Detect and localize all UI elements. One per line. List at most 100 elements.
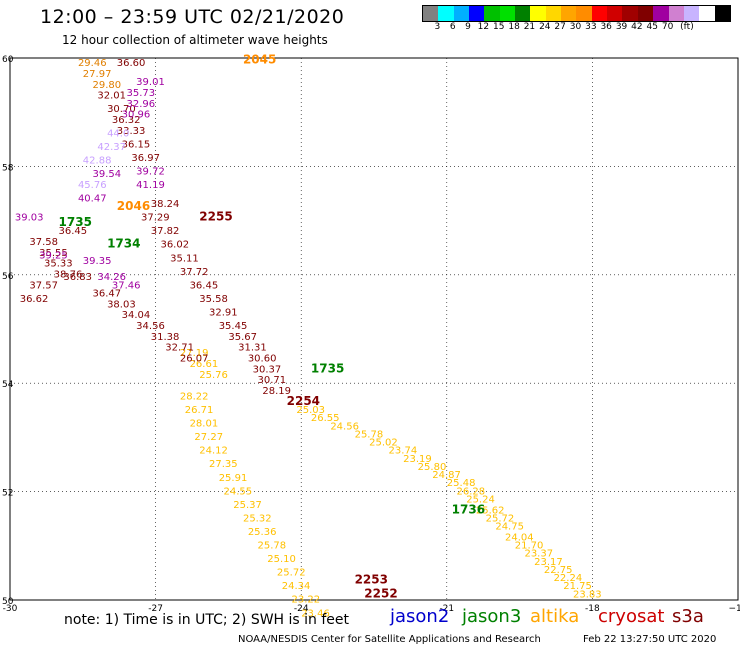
- time-label: 1735: [311, 361, 344, 375]
- data-label: 21.70: [515, 541, 544, 552]
- data-label: 28.19: [262, 386, 291, 397]
- data-label: 36.02: [160, 240, 189, 251]
- legend-swatch: [469, 6, 485, 21]
- data-label: 29.46: [78, 58, 107, 69]
- legend-swatch: [714, 6, 730, 21]
- legend-label: 24: [539, 22, 551, 32]
- legend-swatch: [622, 6, 638, 21]
- data-label: 29.80: [93, 80, 122, 91]
- legend-swatch: [576, 6, 592, 21]
- data-label: 23.37: [524, 549, 553, 560]
- data-label: 26.55: [311, 413, 340, 424]
- data-label: 37.29: [141, 213, 170, 224]
- legend-swatch: [591, 6, 608, 21]
- time-label: 2253: [355, 573, 388, 587]
- data-label: 25.62: [476, 505, 505, 516]
- data-label: 35.11: [170, 253, 199, 264]
- legend-label: 45: [646, 22, 658, 32]
- data-label: 35.67: [228, 332, 257, 343]
- x-tick-label: −15: [729, 604, 740, 614]
- time-label: 2255: [199, 210, 232, 224]
- data-label: 22.24: [554, 573, 583, 584]
- legend-swatch: [607, 6, 623, 21]
- data-label: 25.37: [233, 500, 262, 511]
- y-tick-label: 58: [2, 163, 14, 173]
- legend-label: 21: [523, 22, 536, 32]
- data-label: 31.38: [151, 332, 180, 343]
- data-label: 25.80: [418, 462, 447, 473]
- data-label: 45.76: [78, 180, 107, 191]
- data-label: 35.58: [199, 294, 228, 305]
- legend-swatch: [499, 6, 516, 21]
- data-label: 24.56: [330, 421, 359, 432]
- legend-label: 15: [493, 22, 505, 32]
- legend-swatch: [438, 6, 454, 21]
- color-scale-labels: 3 6 9 12 15 18 21 24 27 30 33 36 39 42 45 70 (ft): [422, 22, 740, 34]
- data-label: 39.03: [15, 213, 44, 224]
- data-label: 24.04: [505, 532, 534, 543]
- data-label: 27.35: [209, 459, 238, 470]
- data-label: 36.83: [63, 272, 92, 283]
- data-label: 25.48: [447, 478, 476, 489]
- data-label: 34.26: [97, 272, 126, 283]
- data-label: 42.88: [83, 156, 112, 167]
- data-label: 27.97: [83, 69, 112, 80]
- data-label: 38.03: [107, 299, 136, 310]
- data-label: 32.96: [126, 99, 155, 110]
- legend-swatch: [668, 6, 684, 21]
- data-label: 32.71: [165, 343, 194, 354]
- axes: -30 -27 -24 -21 -18 −15 50 52 54 56 58 60: [2, 55, 740, 614]
- data-label: 27.19: [180, 348, 209, 359]
- legend-label: 9: [465, 22, 471, 32]
- data-label: 36.45: [190, 280, 219, 291]
- data-label: 42.37: [97, 142, 126, 153]
- data-label: 35.45: [219, 321, 248, 332]
- legend-swatch: [545, 6, 562, 21]
- legend-label: 27: [554, 22, 566, 32]
- legend-label: 33: [585, 22, 597, 32]
- data-label: 37.57: [29, 280, 58, 291]
- time-label: 1734: [107, 237, 140, 251]
- data-label: 36.62: [20, 294, 49, 305]
- legend-swatch: [484, 6, 500, 21]
- data-label: 24.34: [282, 581, 311, 592]
- x-tick-label: -18: [585, 604, 600, 614]
- data-label: 25.32: [243, 513, 272, 524]
- data-label: 30.60: [248, 354, 277, 365]
- data-label: 26.61: [190, 359, 219, 370]
- data-label: 36.32: [112, 115, 141, 126]
- data-label: 23.17: [534, 557, 563, 568]
- y-tick-label: 60: [2, 55, 14, 65]
- data-label: 39.72: [136, 167, 165, 178]
- data-label: 31.31: [238, 343, 267, 354]
- data-label: 23.19: [403, 454, 432, 465]
- data-label: 22.75: [544, 565, 573, 576]
- data-label: 24.75: [495, 522, 524, 533]
- legend-swatch: [683, 6, 700, 21]
- data-label: 36.15: [122, 139, 151, 150]
- data-label: 36.60: [117, 58, 146, 69]
- y-tick-label: 56: [2, 272, 14, 282]
- data-label: 25.24: [466, 494, 495, 505]
- data-label: 38.76: [54, 270, 83, 281]
- data-label: 36.97: [131, 153, 160, 164]
- y-tick-label: 52: [2, 489, 13, 499]
- data-label: 23.83: [573, 589, 602, 600]
- y-tick-label: 50: [2, 597, 14, 607]
- data-label: 39.01: [136, 77, 165, 88]
- data-label: 25.72: [277, 568, 306, 579]
- data-label: 33.33: [117, 126, 146, 137]
- data-label: 30.96: [122, 110, 151, 121]
- data-label: 25.03: [296, 405, 325, 416]
- legend-label: 42: [631, 22, 643, 32]
- chart-title: 12:00 – 23:59 UTC 02/21/2020: [40, 6, 345, 28]
- legend-label: 70: [661, 22, 674, 32]
- data-label: 40.47: [78, 194, 107, 205]
- y-tick-label: 54: [2, 380, 14, 390]
- x-tick-label: -27: [148, 604, 163, 614]
- legend-swatch: [423, 6, 439, 21]
- plot-frame: [9, 57, 739, 601]
